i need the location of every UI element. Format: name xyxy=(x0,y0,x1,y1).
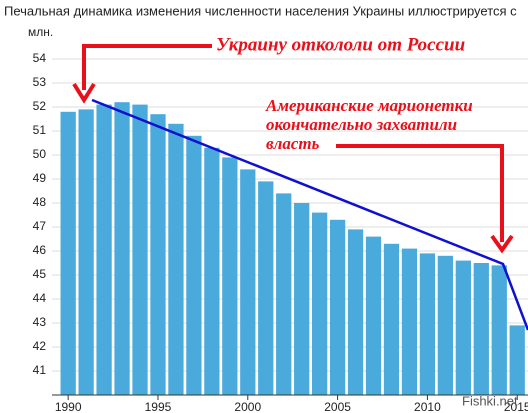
chart-title: Печальная динамика изменения численности… xyxy=(4,3,517,18)
bar xyxy=(96,104,112,395)
y-tick-label: 47 xyxy=(33,219,47,233)
bar xyxy=(365,236,382,395)
bar xyxy=(168,123,184,396)
y-tick-label: 49 xyxy=(33,171,47,185)
y-tick-label: 53 xyxy=(33,75,47,89)
annotation: окончательно захватили xyxy=(266,115,457,134)
bar xyxy=(240,169,256,395)
bar xyxy=(222,157,238,395)
y-tick-label: 46 xyxy=(33,243,47,257)
arrow xyxy=(336,144,504,242)
bar xyxy=(347,229,364,395)
annotation: Украину откололи от России xyxy=(216,34,465,55)
bar xyxy=(258,181,274,395)
x-tick-label: 1995 xyxy=(145,400,172,413)
bar xyxy=(473,263,489,395)
bar xyxy=(329,219,346,395)
y-tick-label: 41 xyxy=(33,363,47,377)
y-tick-label: 50 xyxy=(33,147,47,161)
bar xyxy=(132,104,148,395)
bar xyxy=(60,111,76,396)
arrow-head xyxy=(72,82,96,104)
bar xyxy=(150,114,166,395)
bar xyxy=(78,109,94,396)
trend-line xyxy=(91,98,528,331)
y-tick-label: 44 xyxy=(33,291,47,305)
bar xyxy=(276,193,292,395)
y-tick-label: 52 xyxy=(33,99,47,113)
bar xyxy=(419,253,436,395)
arrow-head xyxy=(490,234,514,254)
annotation: Американские марионетки xyxy=(265,96,473,115)
bar xyxy=(455,260,471,395)
y-tick-label: 43 xyxy=(33,315,47,329)
annotation: власть xyxy=(266,134,320,153)
bar xyxy=(204,147,220,395)
watermark: Fishki.net xyxy=(462,393,518,408)
x-tick-label: 2005 xyxy=(324,400,351,413)
x-tick-label: 2010 xyxy=(414,400,441,413)
y-axis-label: млн. xyxy=(28,25,53,39)
y-tick-label: 51 xyxy=(33,123,47,137)
bar xyxy=(383,243,400,395)
bar xyxy=(509,325,525,395)
bar xyxy=(114,102,130,395)
bar xyxy=(437,255,454,395)
arrow xyxy=(82,44,212,90)
y-tick-label: 42 xyxy=(33,339,47,353)
y-tick-label: 45 xyxy=(33,267,47,281)
bar xyxy=(491,265,507,395)
bar xyxy=(401,248,418,395)
bar xyxy=(294,203,310,395)
bar xyxy=(186,135,202,396)
x-tick-label: 2000 xyxy=(234,400,261,413)
x-tick-label: 2015 xyxy=(504,400,528,413)
y-tick-label: 54 xyxy=(33,51,47,65)
bar xyxy=(312,212,328,395)
x-tick-label: 1990 xyxy=(55,400,82,413)
y-tick-label: 48 xyxy=(33,195,47,209)
